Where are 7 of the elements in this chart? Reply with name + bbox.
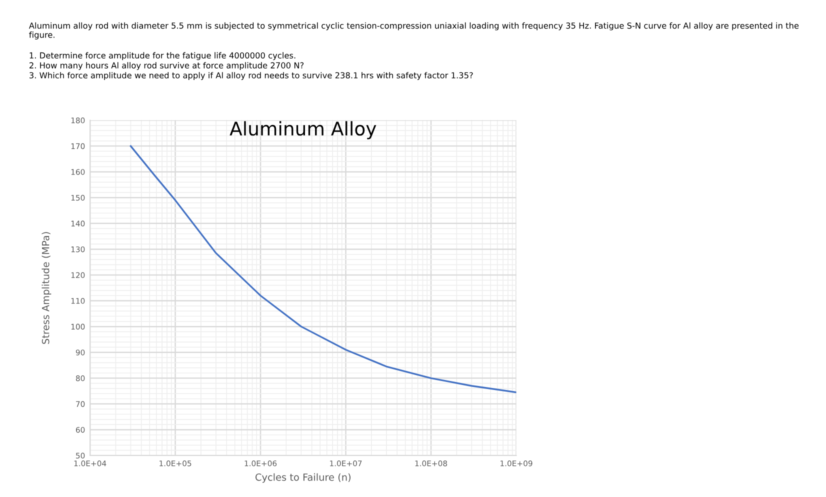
text: Aluminum alloy rod with diameter 5.5 mm is subjected to symmetrical cyclic tension-compression uniaxial loading with frequency 35 Hz. Fatigue S-N curve for Al alloy are presented in the figure.: [28, 22, 799, 40]
chart-title: Aluminum Alloy: [230, 121, 376, 140]
x-axis-title: Cycles to Failure (n): [255, 473, 351, 483]
text: 3. Which force amplitude we need to apply if Al alloy rod needs to survive 238.1 hrs with safety factor 1.35?: [30, 72, 473, 80]
text: 2. How many hours Al alloy rod survive at force amplitude 2700 N?: [30, 62, 304, 70]
text: 1. Determine force amplitude for the fatigue life 4000000 cycles.: [30, 52, 296, 60]
y-axis-title: Stress Amplitude (MPa): [42, 232, 52, 344]
